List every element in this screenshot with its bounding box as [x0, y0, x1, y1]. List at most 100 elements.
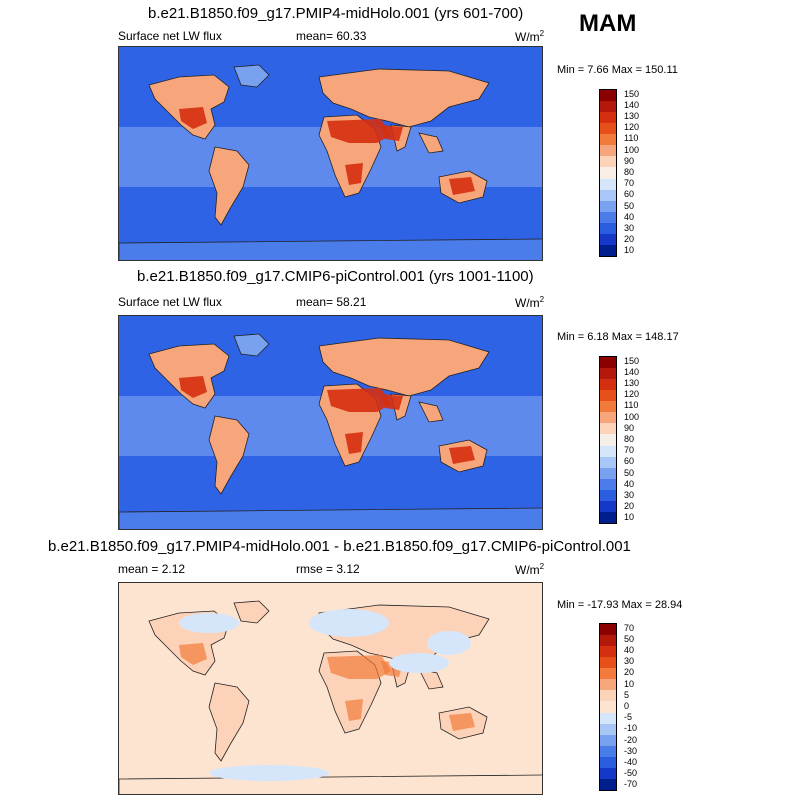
colorbar-label: 120	[624, 389, 640, 400]
colorbar-label: 90	[624, 155, 635, 166]
colorbar-swatch	[600, 701, 616, 713]
colorbar-label: -50	[624, 768, 638, 779]
colorbar-label: 20	[624, 234, 635, 245]
hot-region	[449, 446, 475, 464]
landmass	[318, 337, 490, 397]
panel-2-minmax: Min = 6.18 Max = 148.17	[557, 331, 679, 343]
colorbar-label: 20	[624, 667, 635, 678]
panel-1-title: b.e21.B1850.f09_g17.PMIP4-midHolo.001 (y…	[148, 5, 524, 22]
hot-region	[345, 163, 363, 185]
colorbar-label: 70	[624, 178, 635, 189]
panel-2-units: W/m2	[515, 295, 545, 310]
hot-region	[327, 119, 391, 143]
colorbar-label: 130	[624, 378, 640, 388]
colorbar-label: 10	[624, 512, 635, 523]
landmass	[148, 74, 230, 140]
colorbar-label: 140	[624, 366, 640, 377]
colorbar-swatch	[600, 734, 616, 746]
hot-region	[327, 655, 391, 679]
colorbar-swatch	[600, 467, 616, 479]
colorbar-swatch	[600, 244, 616, 256]
landmass	[418, 132, 444, 154]
hot-region	[449, 713, 475, 731]
colorbar-label: 110	[624, 400, 639, 411]
colorbar-label: 30	[624, 490, 635, 500]
colorbar-swatch	[600, 679, 616, 691]
landmass	[119, 774, 542, 794]
panel-2-mean-label: mean= 58.21	[296, 295, 367, 309]
hot-region	[327, 388, 391, 412]
colorbar-label: 120	[624, 122, 640, 133]
panel-1-map-plot	[119, 47, 542, 260]
panel-2-colorbar	[599, 356, 617, 524]
negative-anomaly	[209, 765, 329, 781]
panel-2-map	[118, 315, 543, 530]
hot-region	[179, 376, 207, 398]
colorbar-label: 0	[624, 701, 630, 711]
colorbar-swatch	[600, 123, 616, 135]
colorbar-swatch	[600, 690, 616, 702]
panel-3-title: b.e21.B1850.f09_g17.PMIP4-midHolo.001 - …	[48, 538, 631, 555]
colorbar-swatch	[600, 211, 616, 223]
colorbar-label: 30	[624, 223, 635, 233]
colorbar-swatch	[600, 222, 616, 234]
colorbar-label: -30	[624, 745, 638, 756]
colorbar-swatch	[600, 646, 616, 658]
negative-anomaly	[309, 609, 389, 637]
colorbar-swatch	[600, 357, 616, 369]
colorbar-label: 50	[624, 467, 635, 478]
landmass	[208, 415, 250, 495]
panel-1-colorbar	[599, 89, 617, 257]
colorbar-label: -5	[624, 712, 633, 723]
colorbar-swatch	[600, 167, 616, 179]
colorbar-label: 70	[624, 622, 635, 633]
colorbar-label: 150	[624, 88, 640, 99]
hot-region	[381, 125, 403, 141]
colorbar-swatch	[600, 745, 616, 757]
colorbar-swatch	[600, 657, 616, 669]
colorbar-label: 140	[624, 99, 640, 110]
colorbar-swatch	[600, 511, 616, 523]
colorbar-swatch	[600, 445, 616, 457]
hot-region	[345, 699, 363, 721]
landmass	[233, 64, 270, 88]
landmass	[119, 507, 542, 529]
season-label: MAM	[579, 10, 637, 37]
colorbar-label: 100	[624, 411, 640, 422]
colorbar-swatch	[600, 635, 616, 647]
panel-1-units: W/m2	[515, 29, 545, 44]
panel-3-mean-label: mean = 2.12	[118, 562, 186, 576]
colorbar-swatch	[600, 778, 616, 790]
colorbar-swatch	[600, 434, 616, 446]
colorbar-label: 10	[624, 245, 635, 256]
panel-3-map	[118, 582, 543, 795]
panel-1-minmax: Min = 7.66 Max = 150.11	[557, 64, 678, 76]
colorbar-swatch	[600, 233, 616, 245]
colorbar-label: 40	[624, 645, 635, 655]
colorbar-swatch	[600, 134, 616, 146]
landmass	[119, 238, 542, 260]
landmass	[208, 146, 250, 226]
colorbar-label: 80	[624, 167, 635, 177]
hot-region	[179, 643, 207, 665]
hot-region	[381, 394, 403, 410]
colorbar-swatch	[600, 379, 616, 391]
colorbar-swatch	[600, 368, 616, 380]
colorbar-swatch	[600, 767, 616, 779]
colorbar-swatch	[600, 200, 616, 212]
colorbar-swatch	[600, 723, 616, 735]
landmass	[208, 682, 250, 762]
colorbar-swatch	[600, 90, 616, 102]
colorbar-swatch	[600, 401, 616, 413]
landmass	[148, 343, 230, 409]
colorbar-swatch	[600, 712, 616, 724]
colorbar-label: 150	[624, 355, 640, 366]
colorbar-label: -40	[624, 757, 638, 767]
landmass	[418, 401, 444, 423]
colorbar-swatch	[600, 668, 616, 680]
panel-3-colorbar	[599, 623, 617, 791]
panel-3-minmax: Min = -17.93 Max = 28.94	[557, 599, 683, 611]
colorbar-label: 20	[624, 501, 635, 512]
colorbar-swatch	[600, 145, 616, 157]
panel-2-title: b.e21.B1850.f09_g17.CMIP6-piControl.001 …	[137, 268, 534, 285]
